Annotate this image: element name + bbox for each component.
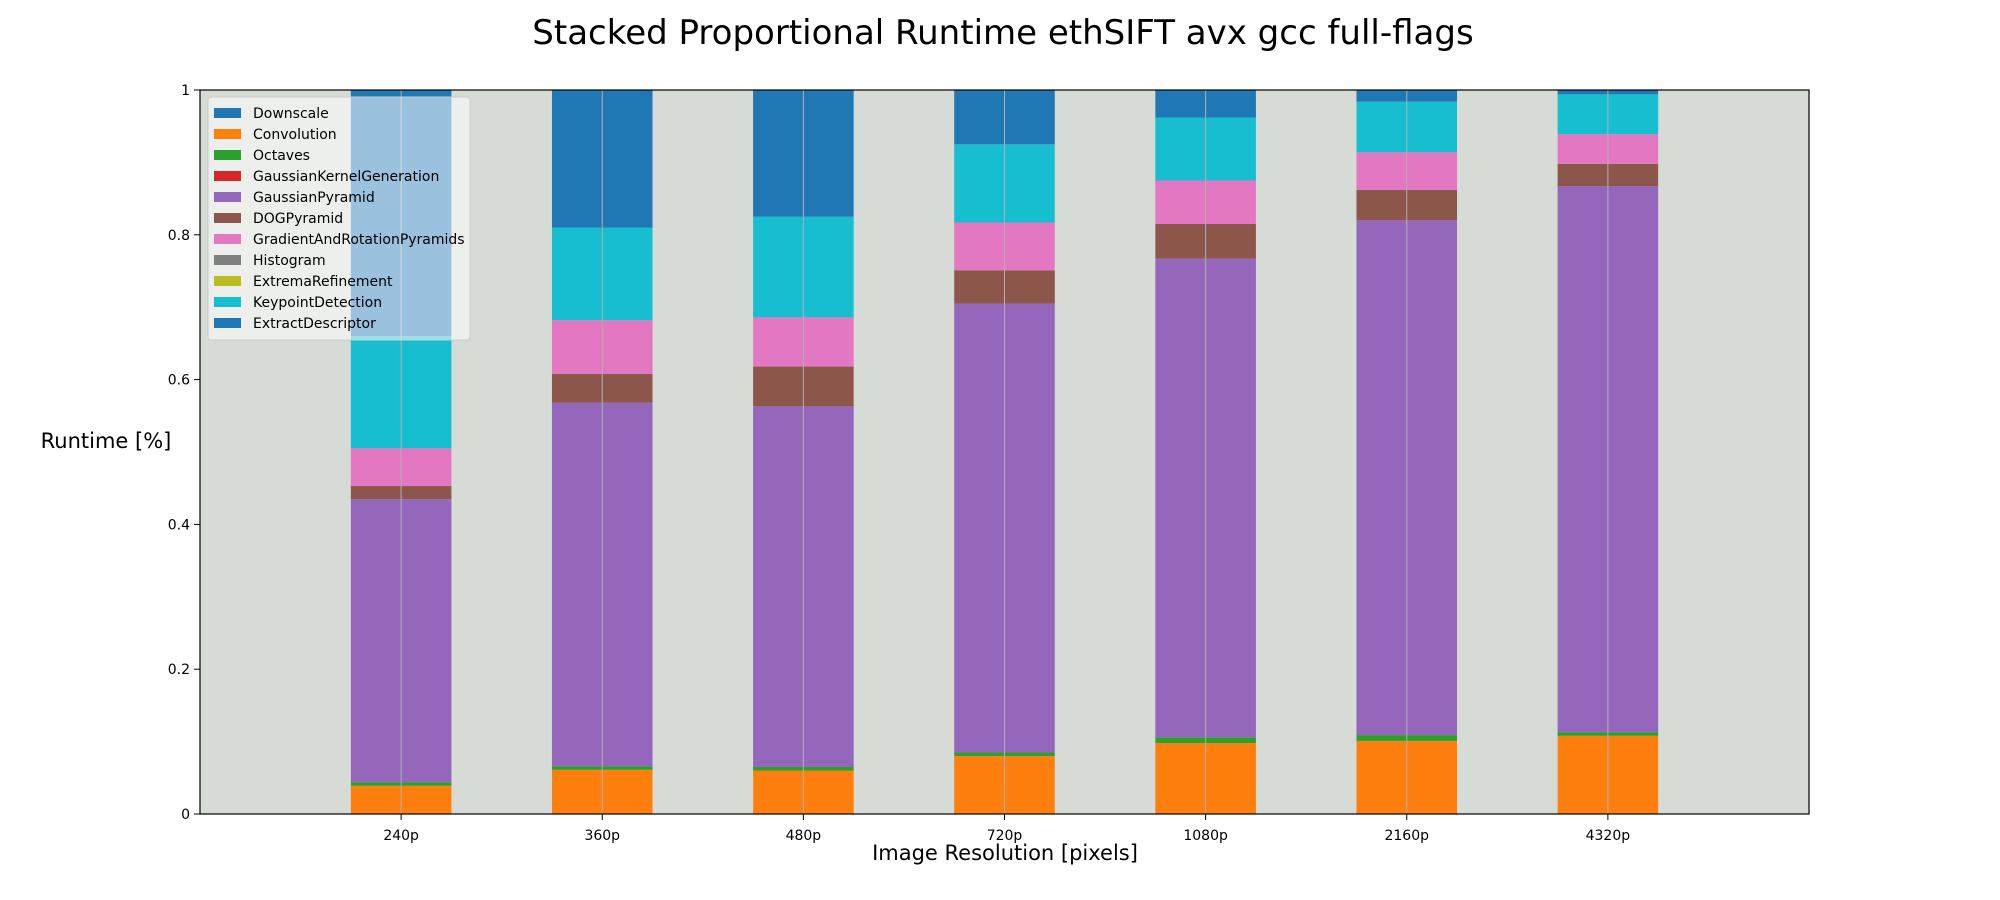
- legend-swatch-gradientandrotationpyramids: [214, 234, 241, 244]
- x-tick-label-360p: 360p: [584, 828, 620, 844]
- x-tick-label-1080p: 1080p: [1183, 828, 1228, 844]
- legend-label-gradientandrotationpyramids: GradientAndRotationPyramids: [253, 232, 465, 248]
- legend-swatch-gaussiankernelgeneration: [214, 171, 241, 181]
- x-tick-label-4320p: 4320p: [1586, 828, 1631, 844]
- x-tick-label-480p: 480p: [786, 828, 822, 844]
- chart-title: Stacked Proportional Runtime ethSIFT avx…: [532, 13, 1473, 53]
- legend-label-downscale: Downscale: [253, 106, 329, 122]
- legend-label-keypointdetection: KeypointDetection: [253, 295, 382, 311]
- y-tick-label: 0.6: [168, 373, 190, 389]
- legend-swatch-octaves: [214, 150, 241, 160]
- legend-label-extractdescriptor: ExtractDescriptor: [253, 316, 376, 332]
- y-tick-label: 1: [181, 83, 190, 99]
- x-tick-label-720p: 720p: [987, 828, 1023, 844]
- legend: Downscale Convolution Octaves GaussianKerne…: [207, 96, 471, 341]
- y-axis-label: Runtime [%]: [41, 429, 172, 453]
- y-axis-ticks: 0 0.2 0.4 0.6 0.8 1: [168, 83, 200, 823]
- legend-swatch-convolution: [214, 129, 241, 139]
- legend-swatch-keypointdetection: [214, 297, 241, 307]
- legend-label-convolution: Convolution: [253, 127, 337, 143]
- x-axis-ticks: 240p 360p 480p 720p 1080p 2160p 4320p: [383, 814, 1630, 844]
- x-tick-label-2160p: 2160p: [1384, 828, 1429, 844]
- legend-label-histogram: Histogram: [253, 253, 326, 269]
- y-tick-label: 0: [181, 807, 190, 823]
- y-tick-label: 0.8: [168, 228, 190, 244]
- legend-swatch-downscale: [214, 108, 241, 118]
- legend-swatch-extremarefinement: [214, 276, 241, 286]
- legend-label-gaussiankernelgeneration: GaussianKernelGeneration: [253, 169, 439, 185]
- legend-label-octaves: Octaves: [253, 148, 310, 164]
- legend-swatch-gaussianpyramid: [214, 192, 241, 202]
- legend-label-dogpyramid: DOGPyramid: [253, 211, 343, 227]
- legend-box: [207, 96, 471, 341]
- y-tick-label: 0.4: [168, 517, 190, 533]
- legend-label-extremarefinement: ExtremaRefinement: [253, 274, 393, 290]
- legend-swatch-dogpyramid: [214, 213, 241, 223]
- legend-swatch-histogram: [214, 255, 241, 265]
- legend-swatch-extractdescriptor: [214, 318, 241, 328]
- x-tick-label-240p: 240p: [383, 828, 419, 844]
- x-axis-label: Image Resolution [pixels]: [872, 841, 1138, 865]
- legend-label-gaussianpyramid: GaussianPyramid: [253, 190, 375, 206]
- y-tick-label: 0.2: [168, 662, 190, 678]
